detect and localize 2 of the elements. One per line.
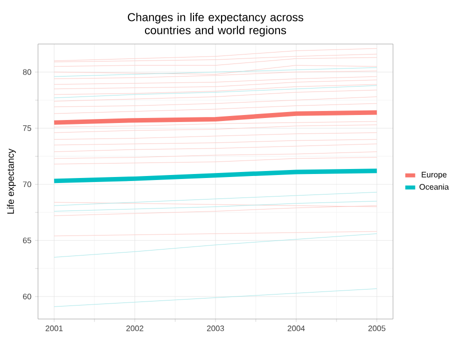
y-axis-title: Life expectancy [6, 148, 16, 214]
chart-title: Changes in life expectancy across countries and world regions [128, 12, 304, 36]
